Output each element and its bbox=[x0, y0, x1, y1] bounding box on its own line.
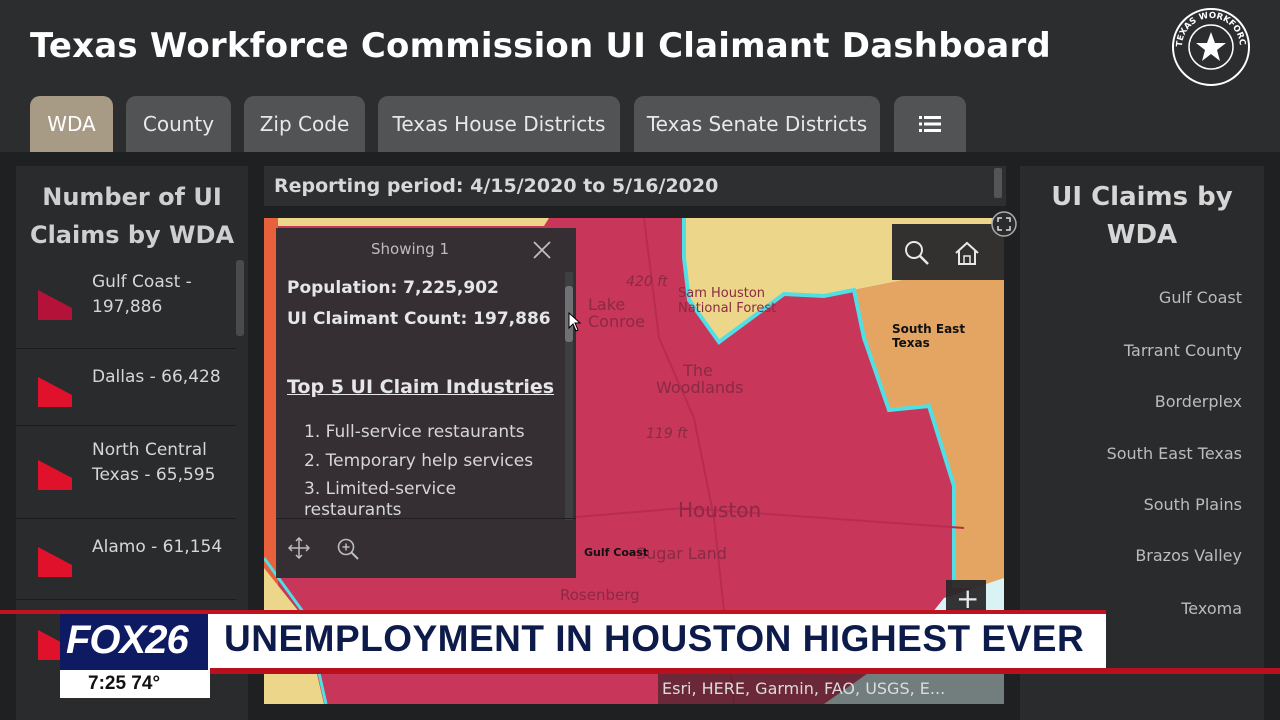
bar-wedge-icon bbox=[38, 547, 72, 577]
left-panel-title: Number of UI Claims by WDA bbox=[29, 183, 235, 249]
report-scrollbar[interactable] bbox=[994, 168, 1002, 198]
legend-item: Borderplex bbox=[1154, 392, 1242, 411]
list-item-label: Alamo - 61,154 bbox=[92, 537, 223, 557]
list-item[interactable]: North Central Texas - 65,595 bbox=[16, 426, 236, 519]
reporting-period-bar: Reporting period: 4/15/2020 to 5/16/2020 bbox=[264, 166, 1006, 206]
map-label-rosenberg: Rosenberg bbox=[560, 586, 640, 604]
zoom-in-icon: + bbox=[956, 582, 980, 615]
list-item[interactable]: Alamo - 61,154 bbox=[16, 519, 236, 600]
map-label-south-east-texas: South East Texas bbox=[892, 322, 966, 350]
list-item-label: North Central Texas - 65,595 bbox=[92, 440, 216, 485]
popup-scrollbar[interactable] bbox=[565, 272, 573, 520]
popup-claimant-count: UI Claimant Count: 197,886 bbox=[287, 309, 551, 329]
tab-texas-house-districts[interactable]: Texas House Districts bbox=[378, 96, 620, 152]
close-icon[interactable] bbox=[532, 240, 552, 260]
popup-footer bbox=[276, 518, 576, 579]
list-item[interactable]: Gulf Coast - 197,886 bbox=[16, 260, 236, 349]
list-item[interactable]: Dallas - 66,428 bbox=[16, 349, 236, 426]
bar-wedge-icon bbox=[38, 290, 72, 320]
legend-item: Texoma bbox=[1181, 599, 1242, 618]
expand-icon[interactable] bbox=[990, 210, 1018, 238]
legend-item: South Plains bbox=[1143, 495, 1242, 514]
map-label-lake-conroe: Lake Conroe bbox=[588, 295, 645, 331]
news-headline-banner: UNEMPLOYMENT IN HOUSTON HIGHEST EVER bbox=[208, 614, 1106, 670]
home-icon[interactable] bbox=[954, 240, 980, 266]
tab-texas-senate-districts[interactable]: Texas Senate Districts bbox=[634, 96, 880, 152]
list-icon bbox=[919, 116, 941, 132]
map-label-elevation: 420 ft bbox=[626, 274, 668, 290]
popup-industry-item: 3. Limited-service restaurants bbox=[304, 479, 457, 520]
popup-header: Showing 1 bbox=[371, 240, 449, 258]
list-item-label: Gulf Coast - 197,886 bbox=[92, 272, 192, 317]
twc-seal-icon: TEXAS WORKFORCE COMMISSION bbox=[1170, 6, 1250, 86]
legend-item: South East Texas bbox=[1106, 444, 1242, 463]
legend-item: Tarrant County bbox=[1123, 341, 1242, 360]
legend-item: Gulf Coast bbox=[1158, 288, 1242, 307]
logo-text: FOX26 bbox=[66, 618, 189, 662]
map-label-sam-houston: Sam Houston National Forest bbox=[678, 286, 777, 316]
map-toolbar bbox=[892, 224, 1004, 280]
map-label-the-woodlands: The Woodlands bbox=[656, 361, 744, 397]
pan-icon[interactable] bbox=[288, 537, 310, 559]
left-panel-scrollbar[interactable] bbox=[236, 260, 244, 336]
tab-county[interactable]: County bbox=[126, 96, 231, 152]
time-temp-text: 7:25 74° bbox=[88, 673, 161, 694]
fox26-logo: FOX26 bbox=[60, 614, 208, 670]
page-title: Texas Workforce Commission UI Claimant D… bbox=[30, 26, 1051, 66]
right-panel-title: UI Claims by WDA bbox=[1051, 182, 1233, 250]
tab-list[interactable] bbox=[894, 96, 966, 152]
ticker-line bbox=[210, 668, 1280, 674]
header: Texas Workforce Commission UI Claimant D… bbox=[0, 0, 1280, 152]
map-attribution: Esri, HERE, Garmin, FAO, USGS, E... bbox=[658, 674, 1004, 704]
bar-wedge-icon bbox=[38, 377, 72, 407]
map-label-houston: Houston bbox=[678, 498, 762, 522]
tab-wda[interactable]: WDA bbox=[30, 96, 113, 152]
popup-population: Population: 7,225,902 bbox=[287, 278, 499, 298]
popup-top5-link[interactable]: Top 5 UI Claim Industries bbox=[287, 376, 555, 398]
zoom-to-icon[interactable] bbox=[336, 537, 360, 561]
search-icon[interactable] bbox=[904, 240, 930, 266]
legend-item: Brazos Valley bbox=[1135, 546, 1242, 565]
time-temp-bar: 7:25 74° bbox=[60, 670, 210, 698]
banner-top-line bbox=[0, 610, 1106, 614]
attribution-text: Esri, HERE, Garmin, FAO, USGS, E... bbox=[662, 679, 946, 698]
tab-zip-code[interactable]: Zip Code bbox=[244, 96, 365, 152]
popup-industry-item: 1. Full-service restaurants bbox=[304, 422, 525, 442]
popup-industry-item: 2. Temporary help services bbox=[304, 451, 534, 471]
bar-wedge-icon bbox=[38, 460, 72, 490]
list-item-label: Dallas - 66,428 bbox=[92, 367, 221, 387]
map-label-elevation-119: 119 ft bbox=[646, 426, 688, 442]
reporting-period-text: Reporting period: 4/15/2020 to 5/16/2020 bbox=[274, 175, 719, 197]
headline-text: UNEMPLOYMENT IN HOUSTON HIGHEST EVER bbox=[224, 618, 1085, 659]
cursor-icon bbox=[568, 312, 582, 332]
map-label-sugar-land: Sugar Land bbox=[636, 544, 727, 563]
feature-popup: Showing 1 Population: 7,225,902 UI Claim… bbox=[276, 228, 576, 578]
map-label-gulf-coast: Gulf Coast bbox=[584, 546, 649, 559]
